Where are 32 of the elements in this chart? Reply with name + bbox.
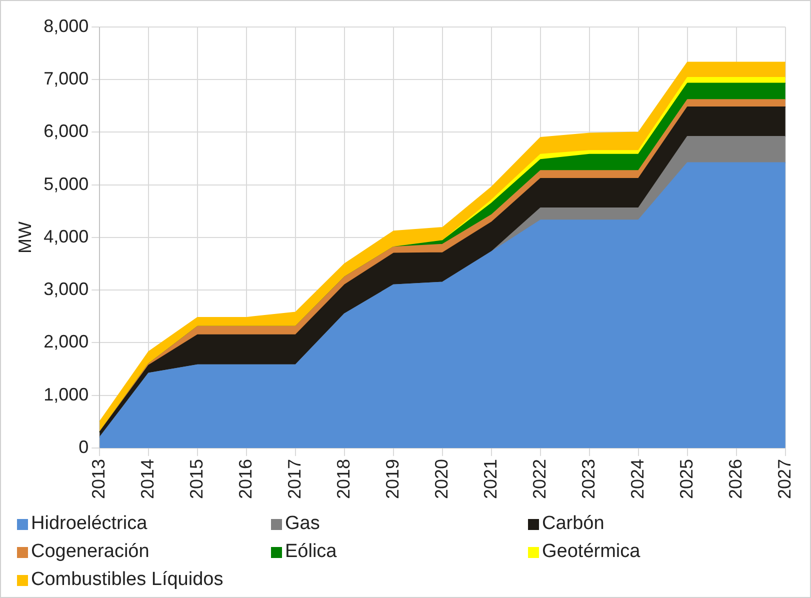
x-tick-label: 2019 bbox=[382, 458, 403, 500]
x-tick-label: 2016 bbox=[236, 458, 256, 500]
legend-label: Geotérmica bbox=[542, 541, 640, 563]
y-tick-label: 5,000 bbox=[44, 174, 89, 194]
legend-label: Combustibles Líquidos bbox=[31, 569, 224, 591]
y-tick-label: 0 bbox=[78, 436, 89, 457]
y-tick-label: 8,000 bbox=[44, 16, 89, 36]
y-tick-label: 3,000 bbox=[44, 279, 89, 300]
y-tick-label: 7,000 bbox=[44, 68, 89, 89]
y-tick-label: 4,000 bbox=[44, 226, 89, 246]
x-tick-label: 2022 bbox=[529, 458, 550, 500]
x-tick-label: 2015 bbox=[186, 458, 207, 500]
x-tick-label: 2013 bbox=[88, 458, 109, 500]
legend-label: Hidroeléctrica bbox=[31, 513, 148, 535]
x-tick-label: 2018 bbox=[334, 458, 354, 500]
x-tick-label: 2027 bbox=[774, 458, 794, 500]
x-tick-label: 2020 bbox=[431, 458, 452, 500]
legend-label: Cogeneración bbox=[31, 541, 150, 563]
y-axis-title: MW bbox=[14, 221, 35, 254]
legend-label: Carbón bbox=[542, 513, 604, 535]
y-tick-label: 6,000 bbox=[44, 121, 89, 142]
x-tick-label: 2014 bbox=[138, 458, 158, 500]
x-tick-label: 2025 bbox=[676, 458, 696, 500]
y-tick-label: 2,000 bbox=[44, 332, 89, 352]
legend-label: Gas bbox=[285, 513, 320, 535]
x-tick-label: 2021 bbox=[480, 458, 500, 500]
x-tick-label: 2026 bbox=[725, 458, 746, 500]
y-tick-label: 1,000 bbox=[44, 384, 89, 404]
legend-label: Eólica bbox=[285, 541, 337, 563]
x-tick-label: 2023 bbox=[578, 458, 598, 500]
x-tick-label: 2017 bbox=[284, 458, 305, 500]
x-tick-label: 2024 bbox=[627, 458, 648, 500]
